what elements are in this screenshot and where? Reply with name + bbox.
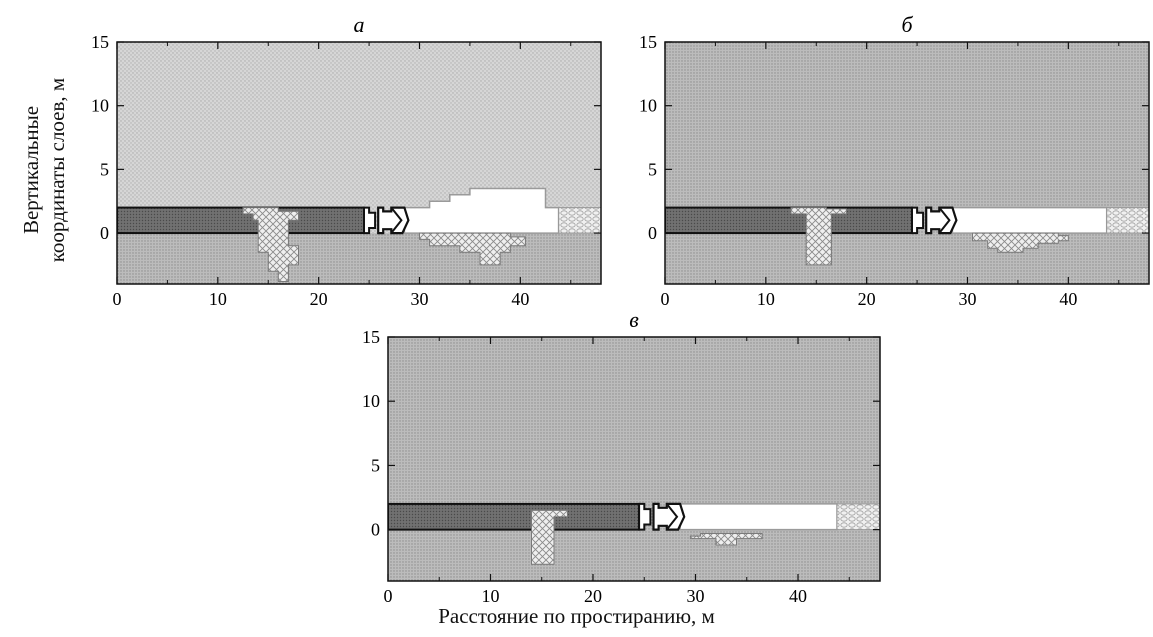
x-tick-label: 40 [1059, 289, 1077, 309]
y-tick-label: 15 [91, 32, 109, 52]
x-axis-title: Расстояние по простиранию, м [438, 604, 715, 628]
x-tick-label: 10 [209, 289, 227, 309]
y-tick-label: 10 [639, 96, 657, 116]
y-tick-label: 0 [648, 223, 657, 243]
powered-support [377, 206, 410, 235]
face-step [911, 206, 925, 235]
plot-frame [116, 41, 602, 285]
x-tick-label: 30 [687, 586, 705, 606]
x-tick-label: 20 [584, 586, 602, 606]
failure-zone [689, 533, 763, 546]
x-tick-label: 40 [511, 289, 529, 309]
panel-label: в [629, 307, 639, 332]
failure-zone [790, 207, 847, 266]
y-tick-label: 10 [91, 96, 109, 116]
backfill-block [1106, 207, 1149, 234]
failure-zone [972, 232, 1069, 253]
face-step [638, 502, 652, 531]
backfill-block [836, 503, 880, 531]
x-tick-label: 30 [411, 289, 429, 309]
failure-zone [531, 509, 568, 565]
y-tick-label: 5 [371, 455, 380, 475]
goaf-void [951, 206, 1108, 234]
y-tick-label: 10 [362, 391, 380, 411]
x-tick-label: 20 [858, 289, 876, 309]
face-step [363, 206, 377, 235]
panel-1: 0 10 20 30 40 15 10 5 0 а [91, 12, 602, 309]
x-tick-label: 0 [661, 289, 670, 309]
lower-rock-layer [388, 529, 880, 581]
upper-rock-layer [665, 42, 1149, 234]
y-tick-label: 0 [371, 520, 380, 540]
goaf-void [679, 503, 838, 531]
x-tick-label: 0 [384, 586, 393, 606]
y-tick-label: 15 [362, 327, 380, 347]
y-tick-label: 5 [100, 159, 109, 179]
failure-zone [242, 207, 299, 282]
x-tick-label: 10 [757, 289, 775, 309]
panel-label: б [901, 12, 913, 37]
y-tick-label: 5 [648, 159, 657, 179]
x-tick-label: 0 [113, 289, 122, 309]
x-tick-label: 20 [310, 289, 328, 309]
plot-frame [387, 336, 881, 582]
x-tick-label: 40 [789, 586, 807, 606]
panel-label: а [354, 12, 365, 37]
coal-seam [665, 206, 914, 235]
powered-support [925, 206, 958, 235]
coal-seam [117, 206, 366, 235]
y-tick-label: 15 [639, 32, 657, 52]
panel-3: 0 10 20 30 40 15 10 5 0 в [362, 307, 881, 606]
panel-2: 0 10 20 30 40 15 10 5 0 б [639, 12, 1150, 309]
plot-frame [664, 41, 1150, 285]
upper-rock-layer [388, 337, 880, 530]
lower-rock-layer [665, 233, 1149, 284]
x-tick-label: 30 [959, 289, 977, 309]
failure-zone [419, 232, 526, 266]
x-tick-label: 10 [482, 586, 500, 606]
backfill-block [558, 207, 601, 234]
lower-rock-layer [117, 233, 601, 284]
powered-support [652, 502, 686, 531]
coal-seam [388, 502, 641, 531]
y-tick-label: 0 [100, 223, 109, 243]
